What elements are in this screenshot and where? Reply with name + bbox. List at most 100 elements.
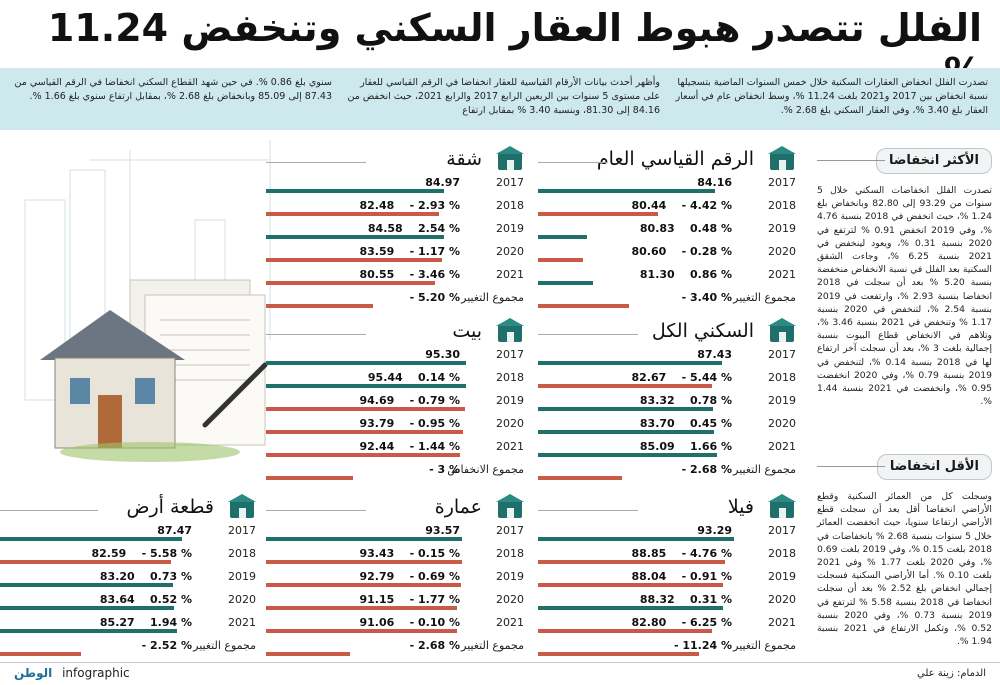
brand-logo: الوطن [14, 666, 53, 680]
divider [538, 334, 638, 335]
data-row: 2020 83.59 - 1.17 % [266, 243, 528, 266]
panel-title: بيت [452, 320, 482, 342]
row-bar [0, 629, 178, 633]
data-row: 2021 80.55 - 3.46 % [266, 266, 528, 289]
row-label: 2017 [768, 176, 796, 189]
row-bar [266, 583, 461, 587]
data-row: 2019 83.32 0.78 % [538, 392, 800, 415]
row-value: 91.15 - 1.77 % [359, 593, 461, 606]
data-row: 2018 82.59 - 5.58 % [0, 545, 260, 568]
data-row: مجموع التغيير - 2.52 % [0, 637, 260, 660]
most-decline-title: الأكثر انخفاضا [875, 148, 992, 174]
data-row: 2018 82.67 - 5.44 % [538, 369, 800, 392]
row-label: 2019 [496, 570, 524, 583]
row-label: 2021 [496, 616, 524, 629]
row-bar [538, 629, 712, 633]
house-illustration [24, 140, 271, 462]
data-row: 2021 81.30 0.86 % [538, 266, 800, 289]
data-row: مجموع الانخفاض - 3 % [266, 461, 528, 484]
row-label: 2020 [496, 593, 524, 606]
row-value: 93.29 [697, 524, 732, 537]
data-row: 2019 84.58 2.54 % [266, 220, 528, 243]
row-value: 87.47 [157, 524, 192, 537]
row-bar [266, 430, 463, 434]
data-row: 2018 93.43 - 0.15 % [266, 545, 528, 568]
row-label: 2021 [496, 440, 524, 453]
data-row: مجموع التغيير - 5.20 % [266, 289, 528, 312]
row-value: 83.20 0.73 % [99, 570, 192, 583]
row-label: مجموع التغيير [733, 639, 796, 652]
data-row: 2017 93.29 [538, 522, 800, 545]
row-label: 2021 [768, 616, 796, 629]
row-bar [538, 453, 717, 457]
row-value: - 2.52 % [141, 639, 192, 652]
row-value: 92.44 - 1.44 % [359, 440, 461, 453]
brand: الوطن infographic [14, 666, 130, 680]
row-label: مجموع التغيير [461, 639, 524, 652]
row-bar [538, 361, 722, 365]
chart-panel: السكني الكل 2017 87.43 2018 82.67 - 5.44 % 20… [538, 318, 800, 480]
row-value: - 5.20 % [409, 291, 460, 304]
row-bar [266, 629, 458, 633]
row-label: 2017 [496, 348, 524, 361]
data-row: 2017 84.97 [266, 174, 528, 197]
least-decline-text: وسجلت كل من العمائر السكنية وقطع الأراضي… [817, 491, 992, 648]
row-label: 2019 [496, 394, 524, 407]
panel-title: شقة [446, 148, 482, 170]
data-row: 2021 85.27 1.94 % [0, 614, 260, 637]
apartment-icon [496, 146, 524, 170]
row-label: 2020 [768, 593, 796, 606]
row-label: 2018 [228, 547, 256, 560]
data-row: مجموع التغيير - 2.68 % [266, 637, 528, 660]
row-bar [266, 407, 465, 411]
row-value: 83.32 0.78 % [639, 394, 732, 407]
data-row: مجموع التغيير - 3.40 % [538, 289, 800, 312]
row-bar [538, 258, 584, 262]
row-label: 2021 [768, 440, 796, 453]
row-bar [538, 281, 594, 285]
data-row: 2020 93.79 - 0.95 % [266, 415, 528, 438]
row-bar [266, 361, 467, 365]
row-value: 94.69 - 0.79 % [359, 394, 461, 407]
data-row: 2020 88.32 0.31 % [538, 591, 800, 614]
data-row: 2020 83.70 0.45 % [538, 415, 800, 438]
row-bar [266, 384, 467, 388]
data-row: 2019 94.69 - 0.79 % [266, 392, 528, 415]
data-row: 2018 95.44 0.14 % [266, 369, 528, 392]
row-label: 2021 [496, 268, 524, 281]
data-row: 2021 91.06 - 0.10 % [266, 614, 528, 637]
data-row: 2019 88.04 - 0.91 % [538, 568, 800, 591]
row-value: 88.85 - 4.76 % [631, 547, 733, 560]
row-bar [266, 258, 442, 262]
row-bar [266, 281, 436, 285]
row-label: مجموع التغيير [193, 639, 256, 652]
intro-paragraph-3: سنوي بلغ 0.86 %. في حين شهد القطاع السكن… [14, 77, 332, 102]
data-row: 2017 87.43 [538, 346, 800, 369]
row-bar [266, 652, 351, 656]
most-decline-header: الأكثر انخفاضا [817, 148, 992, 174]
divider [266, 162, 366, 163]
panel-title: السكني الكل [651, 320, 754, 342]
row-label: 2017 [768, 348, 796, 361]
row-bar [266, 189, 445, 193]
data-row: 2020 83.64 0.52 % [0, 591, 260, 614]
data-row: 2017 93.57 [266, 522, 528, 545]
data-row: 2018 80.44 - 4.42 % [538, 197, 800, 220]
row-value: 82.59 - 5.58 % [91, 547, 193, 560]
row-label: 2018 [496, 547, 524, 560]
data-row: 2019 92.79 - 0.69 % [266, 568, 528, 591]
row-label: 2019 [768, 394, 796, 407]
panel-header: عمارة [266, 494, 528, 522]
panel-title: فيلا [727, 496, 754, 518]
row-value: 80.44 - 4.42 % [631, 199, 733, 212]
intro-band: تصدرت الفلل انخفاض العقارات السكنية خلال… [0, 68, 1000, 130]
row-label: 2018 [496, 371, 524, 384]
chart-panel: فيلا 2017 93.29 2018 88.85 - 4.76 % 2019 88.04… [538, 494, 800, 656]
data-row: 2020 80.60 - 0.28 % [538, 243, 800, 266]
data-row: 2017 84.16 [538, 174, 800, 197]
row-value: 80.60 - 0.28 % [631, 245, 733, 258]
row-bar [266, 212, 440, 216]
row-value: 82.67 - 5.44 % [631, 371, 733, 384]
row-bar [266, 304, 373, 308]
row-bar [538, 189, 715, 193]
